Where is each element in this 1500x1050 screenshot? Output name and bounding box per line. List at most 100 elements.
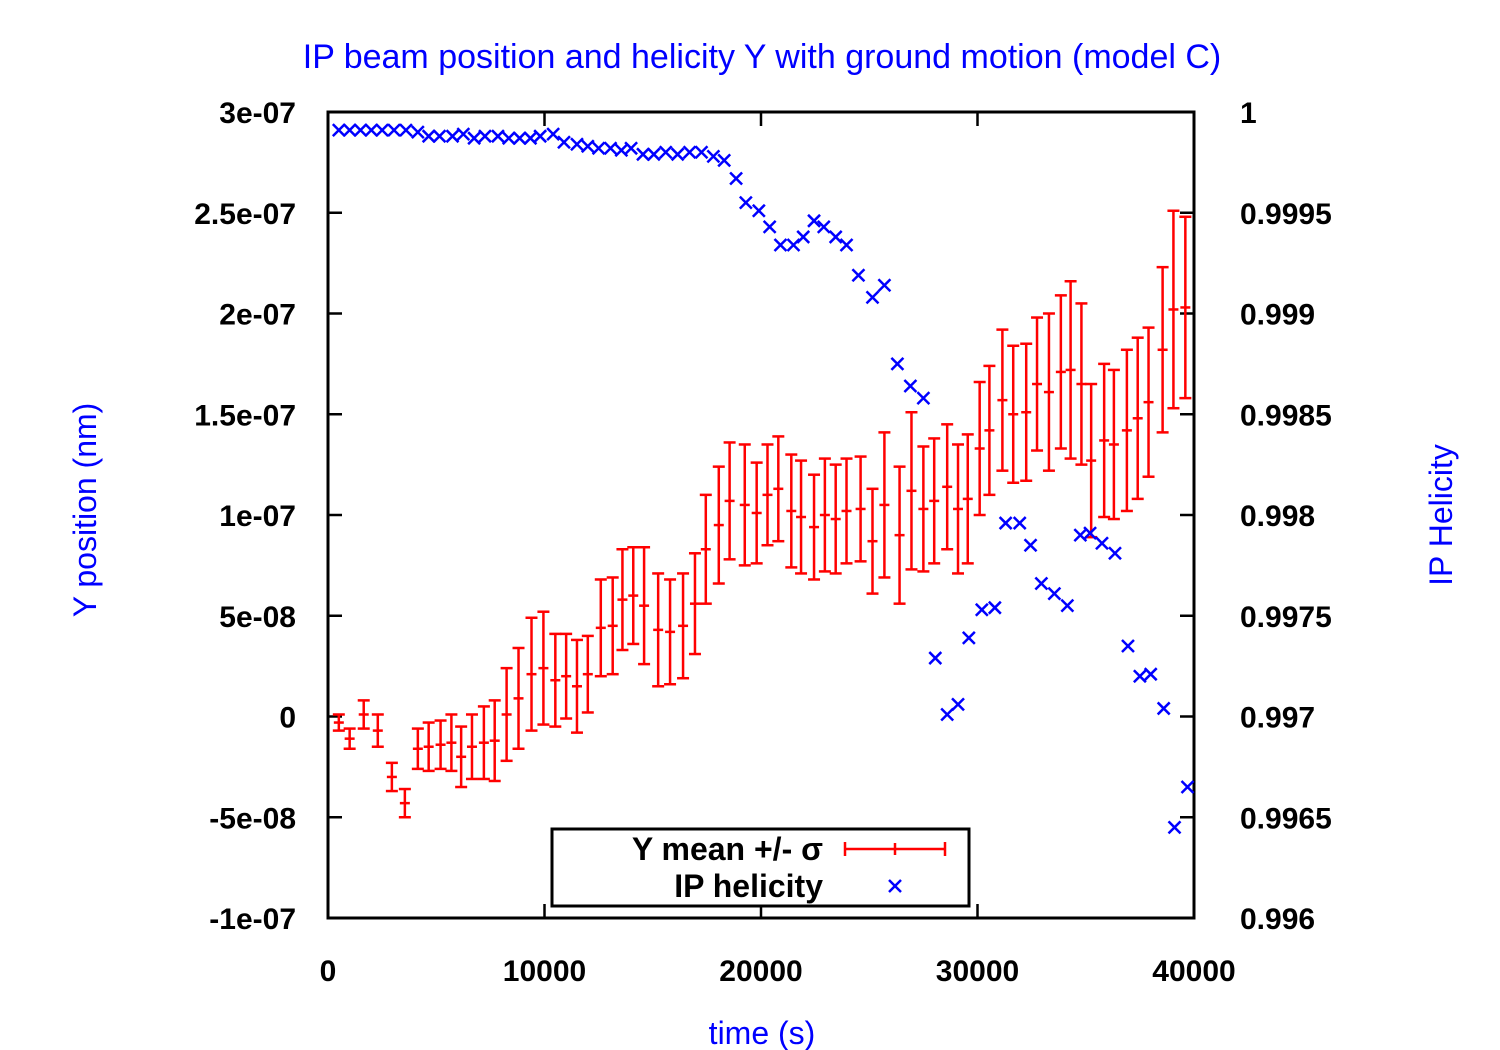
x-axis: 0 10000 20000 30000 40000 [320, 112, 1236, 988]
helicity-marker-stroke [624, 141, 638, 156]
helicity-point [1034, 576, 1049, 591]
errorbar-point [357, 699, 370, 730]
helicity-marker-stroke [501, 131, 516, 146]
helicity-marker-stroke [387, 123, 401, 138]
helicity-marker-stroke [646, 147, 661, 162]
helicity-point [903, 379, 918, 393]
helicity-point [694, 145, 709, 160]
helicity-point [738, 195, 753, 210]
helicity-point [432, 129, 447, 144]
plot-border [326, 110, 1196, 920]
y-axis-left: -1e-07 -5e-08 0 5e-08 1e-07 1.5e-07 2e-07 2.5e-… [194, 97, 342, 936]
helicity-marker-stroke [670, 147, 685, 162]
y-tick-label: 3e-07 [219, 97, 296, 130]
helicity-point [1083, 526, 1097, 541]
errorbar-point [761, 443, 774, 547]
helicity-marker-stroke [523, 131, 538, 146]
errorbar-point [795, 459, 808, 575]
errorbar-point [434, 719, 447, 771]
errorbar-point [973, 380, 986, 517]
helicity-point [646, 147, 661, 162]
errorbar-point [893, 465, 906, 605]
helicity-point [1167, 820, 1182, 835]
errorbar-point [570, 638, 583, 734]
errorbar-point [941, 423, 954, 551]
y-tick-label: -1e-07 [209, 903, 296, 936]
y-tick-label: 2.5e-07 [194, 198, 296, 231]
y2-tick-label: 0.9965 [1240, 802, 1332, 835]
helicity-point [940, 707, 955, 722]
helicity-marker-stroke [940, 707, 955, 722]
helicity-marker-stroke [658, 145, 673, 160]
helicity-marker-stroke [512, 131, 527, 146]
helicity-point [410, 125, 425, 140]
helicity-point [1023, 538, 1038, 553]
helicity-point [974, 602, 989, 617]
helicity-point [706, 149, 721, 164]
y2-axis-label: IP Helicity [1423, 444, 1459, 586]
helicity-marker-stroke [1047, 586, 1062, 601]
errorbar-point [445, 713, 458, 773]
errorbar-point [1098, 362, 1111, 519]
y2-tick-label: 0.9995 [1240, 198, 1332, 231]
helicity-marker-stroke [807, 213, 821, 228]
errorbar-point [411, 727, 424, 771]
helicity-marker-stroke [342, 123, 357, 138]
x-axis-label: time (s) [709, 1015, 816, 1050]
errorbar-point [560, 632, 573, 720]
series-ip-helicity [331, 123, 1195, 835]
helicity-point [839, 238, 854, 252]
errorbar-point [1120, 348, 1133, 513]
helicity-marker-stroke [706, 149, 721, 164]
helicity-marker-stroke [331, 123, 346, 138]
errorbar-point [917, 445, 930, 573]
errorbar-point [1020, 342, 1033, 482]
helicity-marker-stroke [738, 195, 753, 210]
helicity-marker-stroke [533, 129, 548, 144]
errorbar-point [723, 441, 736, 561]
errorbar-point [422, 721, 435, 773]
helicity-point [580, 139, 595, 154]
helicity-point [342, 123, 357, 138]
helicity-point [961, 631, 976, 645]
y2-tick-label: 0.9975 [1240, 601, 1332, 634]
errorbar-point [1107, 368, 1120, 521]
helicity-marker-stroke [1060, 598, 1075, 613]
y-tick-label: 5e-08 [219, 601, 296, 634]
errorbar-point [1167, 209, 1180, 410]
helicity-point [658, 145, 673, 160]
errorbar-point [549, 632, 562, 728]
helicity-marker-stroke [974, 602, 989, 617]
helicity-point [729, 171, 743, 186]
helicity-point [951, 697, 965, 712]
errorbar-point [343, 727, 356, 750]
helicity-marker-stroke [614, 143, 629, 158]
helicity-marker-stroke [1143, 667, 1158, 682]
helicity-marker-stroke [998, 516, 1013, 530]
helicity-marker-stroke [1012, 516, 1027, 530]
errorbar-point [1064, 280, 1077, 460]
legend: Y mean +/- σ IP helicity [550, 827, 971, 908]
helicity-point [603, 141, 618, 156]
helicity-point [1180, 780, 1195, 794]
helicity-point [353, 123, 368, 138]
helicity-point [762, 219, 777, 234]
errorbar-point [1042, 312, 1055, 472]
helicity-marker-stroke [421, 129, 436, 144]
helicity-point [865, 290, 880, 305]
errorbar-point [854, 455, 867, 563]
helicity-marker-stroke [762, 219, 777, 234]
errorbar-point [952, 443, 965, 575]
x-tick-label: 40000 [1152, 955, 1235, 988]
helicity-point [916, 391, 931, 406]
helicity-point [624, 141, 638, 156]
helicity-marker-stroke [591, 141, 606, 156]
helicity-marker-stroke [557, 135, 571, 150]
errorbar-point [652, 572, 665, 688]
errorbar-point [1131, 336, 1144, 501]
helicity-point [1108, 546, 1122, 561]
errorbar-point [332, 713, 345, 732]
errorbar-point [664, 578, 677, 686]
errorbar-point [840, 457, 853, 565]
helicity-marker-stroke [375, 123, 390, 138]
